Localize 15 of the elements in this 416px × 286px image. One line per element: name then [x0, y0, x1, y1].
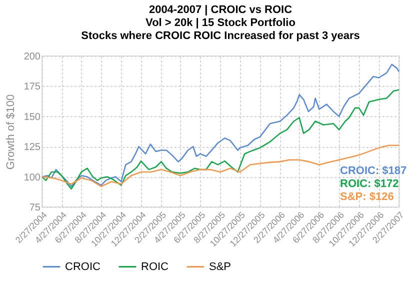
- legend-label: CROIC: [65, 260, 100, 273]
- annotation: ROIC: $172: [340, 178, 399, 190]
- y-axis-title: Growth of $100: [4, 94, 17, 170]
- annotation: S&P: $126: [340, 191, 394, 203]
- y-tick-label: 175: [24, 82, 41, 93]
- chart-subtitle: Vol > 20k | 15 Stock Portfolio Stocks where CROIC ROIC Increased for past 3 years: [81, 17, 360, 42]
- y-tick-label: 125: [24, 142, 41, 154]
- y-tick-label: 200: [24, 52, 41, 62]
- y-tick-label: 75: [29, 202, 41, 214]
- chart-title: 2004-2007 | CROIC vs ROIC: [148, 4, 292, 16]
- y-tick-label: 100: [24, 172, 41, 184]
- legend-label: ROIC: [141, 260, 169, 273]
- legend-label: S&P: [209, 260, 232, 273]
- y-tick-label: 150: [24, 112, 41, 123]
- annotation: CROIC: $187: [340, 165, 407, 177]
